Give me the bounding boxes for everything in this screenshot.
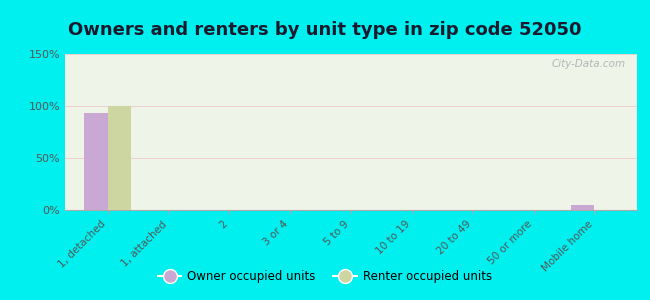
Bar xyxy=(571,205,594,210)
Legend: Owner occupied units, Renter occupied units: Owner occupied units, Renter occupied un… xyxy=(153,266,497,288)
Text: City-Data.com: City-Data.com xyxy=(551,59,625,69)
Bar xyxy=(84,113,108,210)
Text: Owners and renters by unit type in zip code 52050: Owners and renters by unit type in zip c… xyxy=(68,21,582,39)
Bar xyxy=(108,106,131,210)
